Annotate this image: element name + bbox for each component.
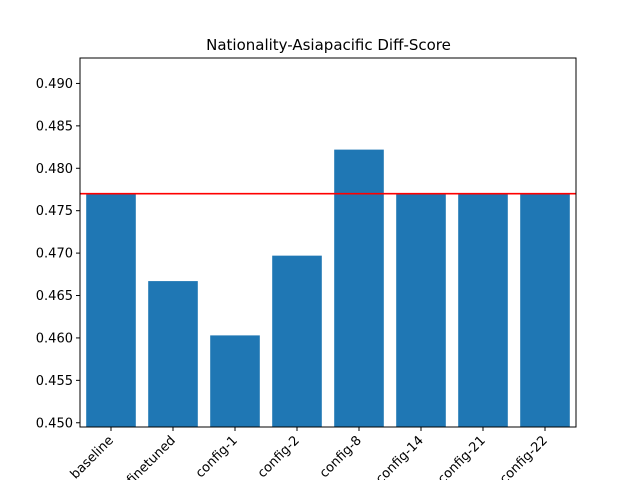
x-tick-label: finetuned <box>124 433 179 480</box>
x-axis: baseline finetuned config-1 config-2 config-… <box>68 427 551 480</box>
chart-title: Nationality-Asiapacific Diff-Score <box>206 36 451 54</box>
x-tick-label: config-1 <box>193 433 241 480</box>
bar-config-22 <box>520 193 570 427</box>
y-tick-label: 0.465 <box>36 289 73 304</box>
bar-config-21 <box>458 193 508 427</box>
bar-config-8 <box>334 149 384 427</box>
bar-config-14 <box>396 193 446 427</box>
y-tick-label: 0.470 <box>36 247 73 262</box>
x-tick-label: config-2 <box>255 433 303 480</box>
y-tick-label: 0.475 <box>36 204 73 219</box>
bar-finetuned <box>148 281 198 427</box>
bar-baseline <box>86 193 136 427</box>
bar-config-2 <box>272 255 322 427</box>
plot-frame <box>79 57 577 428</box>
x-tick-label: config-8 <box>317 433 365 480</box>
bars-group <box>86 149 570 427</box>
y-axis: 0.450 0.455 0.460 0.465 0.470 0.475 0.480 0.485… <box>36 77 80 431</box>
x-tick-label: config-22 <box>497 433 551 480</box>
bar-config-1 <box>210 335 260 427</box>
y-tick-label: 0.480 <box>36 162 73 177</box>
x-tick-label: baseline <box>68 433 117 480</box>
y-tick-label: 0.450 <box>36 416 73 431</box>
y-tick-label: 0.490 <box>36 77 73 92</box>
y-tick-label: 0.460 <box>36 331 73 346</box>
y-tick-label: 0.485 <box>36 119 73 134</box>
y-tick-label: 0.455 <box>36 374 73 389</box>
x-tick-label: config-14 <box>373 433 427 480</box>
x-tick-label: config-21 <box>435 433 489 480</box>
